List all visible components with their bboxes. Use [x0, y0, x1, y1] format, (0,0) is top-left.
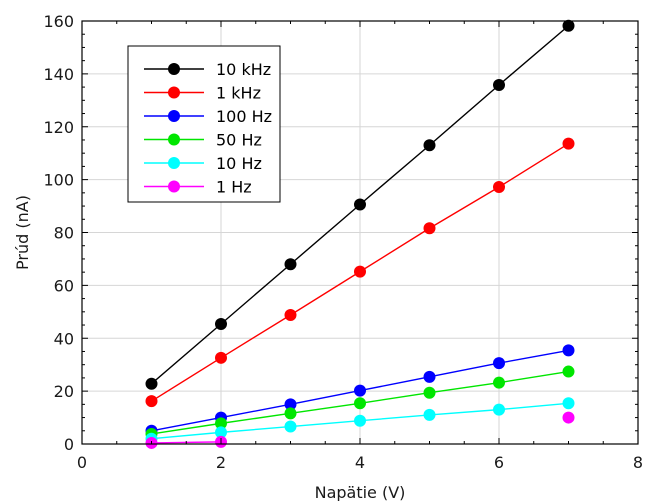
legend-label: 1 kHz	[216, 84, 261, 103]
data-point	[562, 137, 575, 150]
x-axis-title: Napätie (V)	[315, 483, 406, 501]
data-point	[562, 411, 575, 424]
y-tick-label: 0	[64, 435, 74, 454]
legend-swatch-marker	[168, 63, 180, 75]
y-tick-label: 40	[54, 329, 74, 348]
legend-label: 10 Hz	[216, 154, 262, 173]
legend: 10 kHz 1 kHz 100 Hz 50 Hz 10 Hz 1 Hz	[127, 45, 281, 203]
y-axis-title: Prúd (nA)	[13, 195, 32, 270]
data-point	[284, 258, 297, 271]
legend-label: 10 kHz	[216, 60, 271, 79]
series-1-khz	[145, 137, 575, 408]
x-tick-label: 8	[633, 453, 643, 472]
data-point	[423, 408, 436, 421]
series-10-hz	[145, 397, 575, 445]
y-tick-label: 120	[43, 118, 74, 137]
legend-box	[127, 45, 281, 203]
data-point	[284, 420, 297, 433]
y-tick-label: 160	[43, 12, 74, 31]
data-point	[354, 397, 366, 410]
y-tick-label: 100	[43, 171, 74, 190]
data-point	[562, 365, 575, 378]
data-point	[145, 377, 158, 390]
data-point	[354, 414, 366, 427]
legend-item: 1 Hz	[144, 178, 252, 197]
data-point	[493, 376, 505, 389]
axis-ticks	[81, 20, 639, 445]
data-point	[493, 181, 505, 194]
x-tick-label: 4	[355, 453, 365, 472]
x-tick-label: 6	[494, 453, 504, 472]
y-tick-label: 80	[54, 224, 74, 243]
x-tick-labels: 0 2 4 6 8	[77, 453, 643, 472]
legend-item: 50 Hz	[144, 131, 262, 150]
series-10-khz	[145, 19, 575, 390]
data-point	[284, 407, 297, 420]
data-point	[354, 265, 366, 278]
data-point	[145, 395, 158, 408]
data-point	[423, 139, 436, 152]
y-tick-label: 60	[54, 276, 74, 295]
data-point	[215, 417, 227, 430]
data-point	[423, 386, 436, 399]
data-point	[562, 397, 575, 410]
legend-swatch-marker	[168, 180, 180, 193]
legend-label: 100 Hz	[216, 107, 272, 126]
legend-item: 10 kHz	[144, 60, 271, 79]
data-point	[493, 78, 505, 91]
legend-label: 50 Hz	[216, 131, 262, 150]
data-point	[354, 198, 366, 211]
data-point	[562, 19, 575, 32]
data-point	[284, 308, 297, 321]
legend-item: 100 Hz	[144, 107, 272, 126]
grid	[82, 21, 638, 444]
legend-swatch-marker	[168, 133, 180, 146]
x-tick-label: 2	[216, 453, 226, 472]
x-tick-label: 0	[77, 453, 87, 472]
legend-item: 1 kHz	[144, 84, 261, 103]
legend-swatch-marker	[168, 86, 180, 99]
y-tick-labels: 0 20 40 60 80 100 120 140 160	[43, 12, 74, 454]
legend-label: 1 Hz	[216, 178, 252, 197]
legend-swatch-marker	[168, 110, 180, 122]
y-tick-label: 140	[43, 65, 74, 84]
data-point	[354, 384, 366, 397]
data-point	[215, 426, 227, 439]
data-point	[493, 403, 505, 416]
y-tick-label: 20	[54, 382, 74, 401]
data-point	[215, 351, 227, 364]
legend-item: 10 Hz	[144, 154, 262, 173]
data-point	[284, 398, 297, 411]
data-point	[215, 317, 227, 330]
data-point	[493, 357, 505, 370]
data-point	[562, 344, 575, 357]
data-point	[423, 222, 436, 235]
data-point	[423, 370, 436, 383]
legend-swatch-marker	[168, 157, 180, 169]
